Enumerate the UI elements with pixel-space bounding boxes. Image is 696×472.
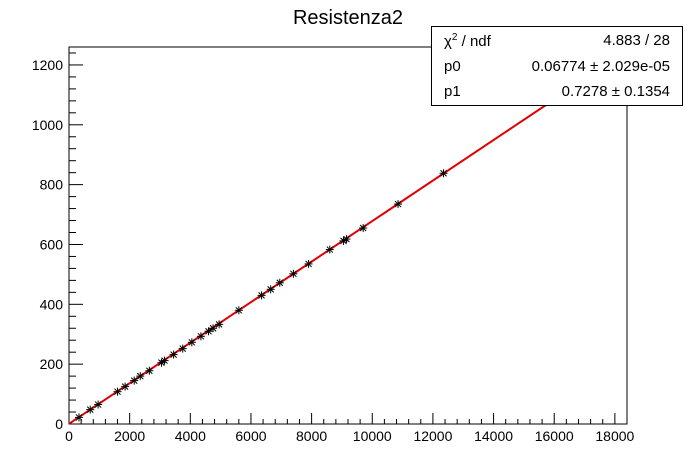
data-point — [130, 376, 139, 385]
chart-title: Resistenza2 — [293, 7, 403, 29]
data-point — [136, 372, 145, 381]
data-point — [394, 200, 403, 209]
data-point — [204, 327, 213, 336]
y-tick-label: 1200 — [32, 57, 63, 73]
x-tick-label: 18000 — [595, 428, 634, 444]
data-point — [121, 382, 130, 391]
x-axis: 0 2000 4000 6000 8000 10000 12000 14000 16000 180… — [65, 413, 635, 444]
stats-row-p1: p1 0.7278 ± 0.1354 — [432, 80, 682, 104]
fit-stats-box: χ2 / ndf 4.883 / 28 p0 0.06774 ± 2.029e-… — [431, 26, 683, 106]
x-tick-label: 6000 — [235, 428, 266, 444]
data-point — [160, 356, 169, 365]
y-tick-label: 0 — [55, 416, 63, 432]
data-point — [94, 400, 103, 409]
stats-value-p1: 0.7278 ± 0.1354 — [561, 83, 670, 100]
data-point — [145, 366, 154, 375]
stats-row-p0: p0 0.06774 ± 2.029e-05 — [432, 55, 682, 79]
data-points — [75, 169, 448, 422]
data-point — [113, 387, 122, 396]
y-tick-label: 200 — [40, 356, 64, 372]
data-point — [325, 245, 334, 254]
stats-key-p0: p0 — [444, 58, 461, 75]
y-axis: 0 200 400 600 800 1000 1200 — [32, 52, 83, 432]
data-point — [169, 350, 178, 359]
data-point — [342, 235, 351, 244]
y-tick-label: 600 — [40, 236, 64, 252]
data-point — [75, 413, 84, 422]
data-point — [359, 224, 368, 233]
data-point — [439, 169, 448, 178]
stats-value-p0: 0.06774 ± 2.029e-05 — [531, 58, 670, 75]
x-tick-label: 10000 — [353, 428, 392, 444]
data-point — [86, 405, 95, 414]
data-point — [275, 278, 284, 287]
data-point — [178, 344, 187, 353]
y-tick-label: 1000 — [32, 117, 63, 133]
stats-value-chi2: 4.883 / 28 — [603, 32, 670, 49]
data-point — [266, 285, 275, 294]
x-tick-label: 14000 — [474, 428, 513, 444]
x-tick-label: 16000 — [535, 428, 574, 444]
stats-row-chi2: χ2 / ndf 4.883 / 28 — [432, 29, 682, 53]
data-point — [257, 291, 266, 300]
data-point — [196, 332, 205, 341]
data-point — [187, 338, 196, 347]
data-point — [215, 320, 224, 329]
stats-key-chi2: χ2 / ndf — [444, 32, 491, 50]
data-point — [289, 269, 298, 278]
x-tick-label: 4000 — [175, 428, 206, 444]
y-tick-label: 800 — [40, 177, 64, 193]
x-tick-label: 0 — [65, 428, 73, 444]
x-tick-label: 8000 — [296, 428, 327, 444]
x-tick-label: 2000 — [114, 428, 145, 444]
stats-key-p1: p1 — [444, 83, 461, 100]
fit-line — [68, 88, 570, 425]
y-tick-label: 400 — [40, 296, 64, 312]
x-tick-label: 12000 — [413, 428, 452, 444]
data-point — [234, 306, 243, 315]
data-point — [304, 259, 313, 268]
data-point — [209, 324, 218, 333]
